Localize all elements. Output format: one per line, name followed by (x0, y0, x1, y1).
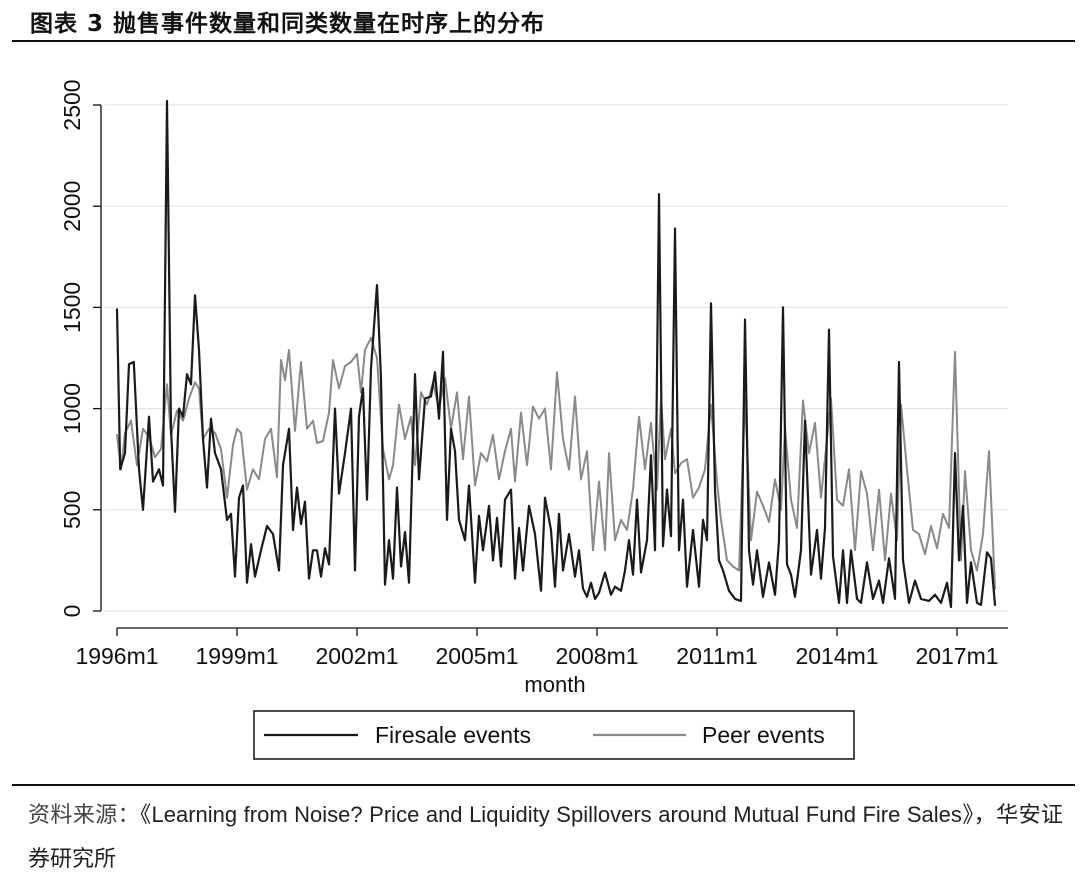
series-line-firesale (115, 99, 997, 609)
source-text: 《Learning from Noise? Price and Liquidit… (28, 802, 1063, 871)
axes: 0 500 1000 1500 2000 2500 1996m1 1999m1 2002m1 20… (59, 79, 1008, 669)
y-tick-label-1: 500 (59, 491, 85, 529)
series-line-peer (116, 336, 996, 590)
source-label: 资料来源： (28, 803, 141, 828)
x-tick-label-7: 2017m1 (915, 643, 998, 669)
y-tick-label-5: 2500 (59, 79, 85, 130)
figure-title: 图表 3 抛售事件数量和同类数量在时序上的分布 (30, 11, 546, 37)
top-rule (12, 40, 1075, 42)
legend-label-peer: Peer events (702, 722, 825, 748)
line-chart: 0 500 1000 1500 2000 2500 1996m1 1999m1 2002m1 20… (59, 79, 1008, 760)
legend: Firesale events Peer events (253, 710, 855, 760)
x-tick-label-3: 2005m1 (435, 643, 518, 669)
y-tick-label-4: 2000 (59, 181, 85, 232)
y-tick-label-0: 0 (59, 605, 85, 618)
gridlines (105, 104, 1008, 612)
y-tick-label-3: 1500 (59, 282, 85, 333)
y-tick-label-2: 1000 (59, 383, 85, 434)
source-note: 资料来源：《Learning from Noise? Price and Liq… (28, 793, 1063, 881)
x-tick-label-4: 2008m1 (555, 643, 638, 669)
bottom-rule (12, 784, 1075, 786)
series-lines (115, 99, 997, 609)
x-tick-label-5: 2011m1 (676, 643, 757, 669)
x-tick-label-2: 2002m1 (315, 643, 398, 669)
x-axis-title: month (524, 672, 585, 697)
legend-label-firesale: Firesale events (375, 722, 531, 748)
x-tick-label-6: 2014m1 (795, 643, 878, 669)
x-tick-label-0: 1996m1 (75, 643, 158, 669)
x-tick-label-1: 1999m1 (195, 643, 278, 669)
